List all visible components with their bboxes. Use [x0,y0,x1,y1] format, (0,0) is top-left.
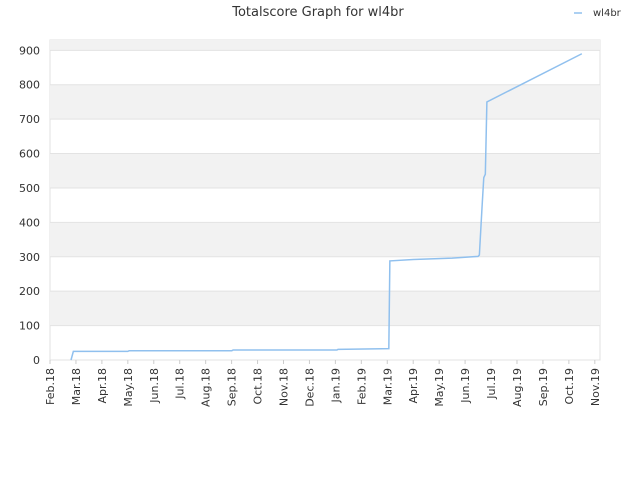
x-tick-label: Jan.19 [329,368,342,403]
y-tick-label: 200 [19,285,40,298]
x-tick-label: Jul.19 [485,368,498,400]
x-tick-label: Nov.19 [589,368,602,406]
y-tick-label: 400 [19,216,40,229]
legend-label: wl4br [593,8,622,19]
x-tick-label: Sep.18 [226,368,239,406]
y-tick-label: 500 [19,182,40,195]
y-tick-label: 800 [19,79,40,92]
grid-band [50,291,600,326]
x-tick-label: Jun.18 [148,368,161,404]
x-tick-label: Jul.18 [174,368,187,400]
y-tick-label: 700 [19,113,40,126]
x-tick-label: Oct.18 [252,368,265,405]
y-tick-label: 0 [33,354,40,367]
chart-title: Totalscore Graph for wl4br [231,5,404,20]
x-tick-label: Sep.19 [537,368,550,406]
y-tick-label: 900 [19,44,40,57]
y-tick-label: 600 [19,148,40,161]
y-tick-label: 300 [19,251,40,264]
x-tick-label: Apr.19 [407,368,420,404]
y-tick-label: 100 [19,320,40,333]
x-tick-label: Nov.18 [277,368,290,406]
x-tick-label: May.19 [433,368,446,407]
x-tick-label: Oct.19 [563,368,576,405]
x-tick-label: Mar.19 [381,368,394,405]
x-tick-label: May.18 [122,368,135,407]
x-tick-label: Apr.18 [96,368,109,404]
grid-band [50,40,600,51]
x-tick-label: Aug.19 [511,368,524,407]
x-tick-label: Jun.19 [459,368,472,404]
x-tick-label: Mar.18 [70,368,83,405]
line [70,53,583,361]
grid-band [50,84,600,120]
grid-band [50,153,600,188]
x-tick-label: Dec.18 [303,368,316,407]
x-tick-label: Feb.19 [355,368,368,405]
x-tick-label: Aug.18 [200,368,213,407]
grid-band [50,222,600,257]
x-tick-label: Feb.18 [44,368,57,405]
